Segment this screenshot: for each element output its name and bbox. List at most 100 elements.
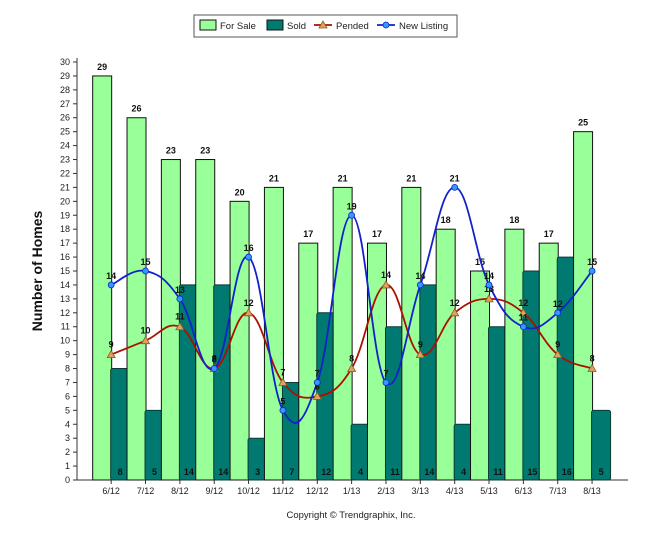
y-tick-label: 6 (65, 391, 70, 401)
pended-point (243, 307, 254, 317)
copyright-footer: Copyright © Trendgraphix, Inc. (287, 510, 416, 521)
y-tick-label: 28 (60, 85, 70, 95)
for-sale-bar (263, 186, 284, 481)
x-tick-label: 8/13 (583, 486, 601, 496)
y-tick-label: 14 (60, 280, 70, 290)
pended-value-label: 8 (349, 354, 354, 364)
legend-for-sale-swatch (199, 19, 217, 31)
legend: For Sale Sold Pended New Listing (193, 14, 458, 38)
y-tick-label: 19 (60, 210, 70, 220)
y-tick-label: 5 (65, 405, 70, 415)
new-listing-point (451, 183, 459, 191)
pended-value-label: 13 (484, 284, 494, 294)
new-listing-value-label: 21 (450, 173, 460, 183)
new-listing-point (176, 295, 184, 303)
sold-value-label: 16 (562, 467, 572, 477)
for-sale-bar (470, 270, 491, 481)
pended-value-label: 9 (555, 340, 560, 350)
new-listing-point (519, 323, 527, 331)
x-tick-label: 7/12 (137, 486, 155, 496)
pended-value-label: 14 (381, 270, 391, 280)
for-sale-value-label: 21 (338, 173, 348, 183)
new-listing-point (245, 253, 252, 261)
x-tick-label: 7/13 (549, 486, 567, 496)
pended-point (312, 391, 322, 400)
y-tick-label: 23 (60, 155, 70, 165)
for-sale-value-label: 18 (441, 215, 451, 225)
pended-point (106, 349, 116, 359)
for-sale-bar (92, 75, 113, 481)
for-sale-value-label: 18 (509, 215, 519, 225)
sold-bar (591, 409, 612, 481)
legend-new-listing-marker (382, 21, 390, 29)
y-tick-label: 12 (60, 308, 70, 318)
y-tick-label: 4 (65, 419, 70, 429)
new-listing-value-label: 14 (484, 271, 494, 281)
legend-sold-label: Sold (287, 21, 306, 32)
y-tick-label: 20 (60, 196, 70, 206)
pended-point (518, 307, 529, 317)
for-sale-bar (195, 159, 216, 481)
pended-point (278, 377, 288, 386)
legend-new-listing-label: New Listing (399, 21, 448, 32)
pended-value-label: 12 (244, 298, 254, 308)
for-sale-bar (538, 242, 559, 481)
x-tick-label: 2/13 (377, 486, 395, 496)
legend-pended-marker (318, 20, 328, 29)
x-tick-label: 1/13 (343, 486, 361, 496)
sold-value-label: 4 (461, 467, 466, 477)
x-tick-label: 10/12 (237, 486, 260, 496)
y-tick-label: 26 (60, 113, 70, 123)
new-listing-value-label: 14 (415, 271, 425, 281)
pended-point (381, 280, 391, 289)
y-tick-label: 17 (60, 238, 70, 248)
new-listing-point (142, 267, 149, 275)
sold-value-label: 3 (255, 467, 260, 477)
new-listing-point (485, 281, 493, 289)
for-sale-value-label: 15 (475, 257, 485, 267)
sold-value-label: 14 (218, 467, 228, 477)
pended-point (415, 349, 426, 359)
pended-value-label: 8 (212, 354, 217, 364)
x-tick-label: 3/13 (412, 486, 430, 496)
for-sale-value-label: 17 (372, 229, 382, 239)
new-listing-value-label: 19 (347, 201, 357, 211)
x-tick-label: 4/13 (446, 486, 464, 496)
y-tick-label: 8 (65, 364, 70, 374)
pended-value-label: 11 (175, 312, 185, 322)
for-sale-value-label: 23 (200, 146, 210, 156)
pended-point (587, 363, 597, 372)
y-tick-label: 25 (60, 127, 70, 137)
legend-sold-swatch (266, 19, 284, 31)
y-tick-label: 18 (60, 224, 70, 234)
pended-value-label: 12 (518, 298, 528, 308)
pended-value-label: 6 (315, 381, 320, 391)
x-tick-label: 11/12 (272, 486, 294, 496)
for-sale-bar (435, 228, 456, 481)
new-listing-value-label: 15 (587, 257, 597, 267)
for-sale-value-label: 29 (97, 62, 107, 72)
sold-value-label: 8 (118, 467, 123, 477)
new-listing-point (416, 281, 424, 289)
y-tick-label: 1 (65, 461, 70, 471)
sold-value-label: 5 (152, 467, 157, 477)
x-tick-label: 8/12 (171, 486, 189, 496)
new-listing-point (279, 406, 287, 414)
sold-value-label: 11 (390, 467, 400, 477)
sold-value-label: 11 (493, 467, 503, 477)
new-listing-point (588, 267, 596, 275)
y-tick-label: 13 (60, 294, 70, 304)
pended-value-label: 12 (450, 298, 460, 308)
new-listing-point (313, 379, 321, 386)
for-sale-bar (126, 117, 147, 481)
pended-point (346, 363, 357, 372)
y-tick-label: 24 (60, 141, 70, 151)
y-tick-label: 16 (60, 252, 70, 262)
for-sale-value-label: 17 (303, 229, 313, 239)
new-listing-value-label: 11 (519, 313, 529, 323)
new-listing-point (348, 211, 356, 219)
new-listing-value-label: 7 (315, 368, 320, 378)
sold-value-label: 14 (424, 467, 434, 477)
pended-value-label: 10 (141, 326, 151, 336)
